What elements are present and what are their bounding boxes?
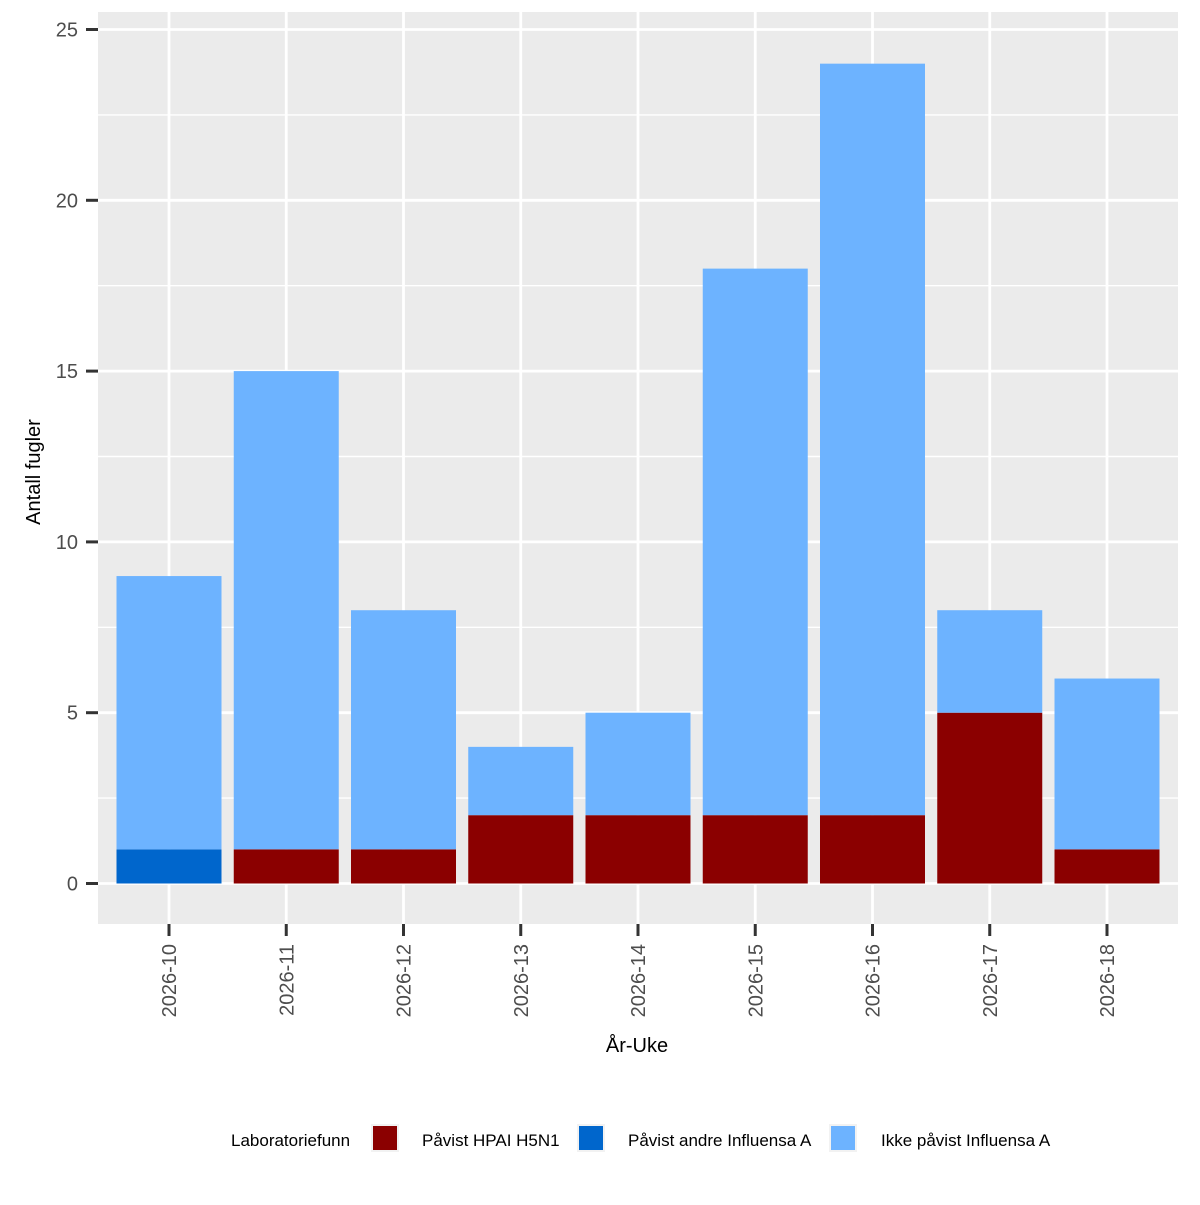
bar-segment xyxy=(233,849,339,884)
legend-swatch xyxy=(373,1126,397,1150)
legend: Laboratoriefunn Påvist HPAI H5N1 Påvist a… xyxy=(231,1124,1051,1152)
bar-segment xyxy=(468,815,574,884)
bar-segment xyxy=(585,712,691,816)
legend-swatch xyxy=(831,1126,855,1150)
legend-title: Laboratoriefunn xyxy=(231,1131,350,1150)
x-tick-label: 2026-13 xyxy=(511,944,533,1017)
y-tick-label: 15 xyxy=(56,361,78,383)
bar-segment xyxy=(468,746,574,816)
axes-layer: 0 5 10 15 20 25 2026-10 2026-11 2026-12 2026-13 20… xyxy=(56,20,1119,1018)
legend-swatch xyxy=(579,1126,603,1150)
x-axis-title: År-Uke xyxy=(606,1034,668,1057)
bar-segment xyxy=(702,268,808,816)
legend-label: Påvist andre Influensa A xyxy=(628,1131,812,1150)
bar-segment xyxy=(1054,678,1160,850)
bar-segment xyxy=(585,815,691,884)
bar-segment xyxy=(937,712,1043,884)
x-tick-label: 2026-17 xyxy=(980,944,1002,1017)
y-tick-label: 25 xyxy=(56,20,78,42)
bar-segment xyxy=(116,849,222,884)
y-tick-label: 5 xyxy=(67,703,78,725)
bar-segment xyxy=(820,815,925,884)
bar-segment xyxy=(351,610,456,850)
x-tick-label: 2026-11 xyxy=(276,944,298,1016)
x-tick-label: 2026-10 xyxy=(159,944,181,1017)
y-tick-label: 10 xyxy=(56,532,78,554)
x-tick-label: 2026-15 xyxy=(745,944,767,1017)
y-tick-label: 20 xyxy=(56,190,78,212)
y-axis-title: Antall fugler xyxy=(23,419,45,525)
bars-layer xyxy=(116,63,1160,884)
bar-segment xyxy=(937,610,1043,713)
x-tick-label: 2026-14 xyxy=(628,944,650,1017)
bar-segment xyxy=(1054,849,1160,884)
y-tick-label: 0 xyxy=(67,874,78,896)
legend-label: Påvist HPAI H5N1 xyxy=(422,1131,560,1150)
bar-segment xyxy=(702,815,808,884)
x-tick-label: 2026-12 xyxy=(394,944,416,1017)
x-tick-label: 2026-16 xyxy=(863,944,885,1017)
bar-segment xyxy=(820,63,925,816)
x-tick-label: 2026-18 xyxy=(1097,944,1119,1017)
bar-segment xyxy=(116,576,222,850)
legend-label: Ikke påvist Influensa A xyxy=(881,1131,1051,1150)
bar-segment xyxy=(233,371,339,850)
bar-segment xyxy=(351,849,456,884)
